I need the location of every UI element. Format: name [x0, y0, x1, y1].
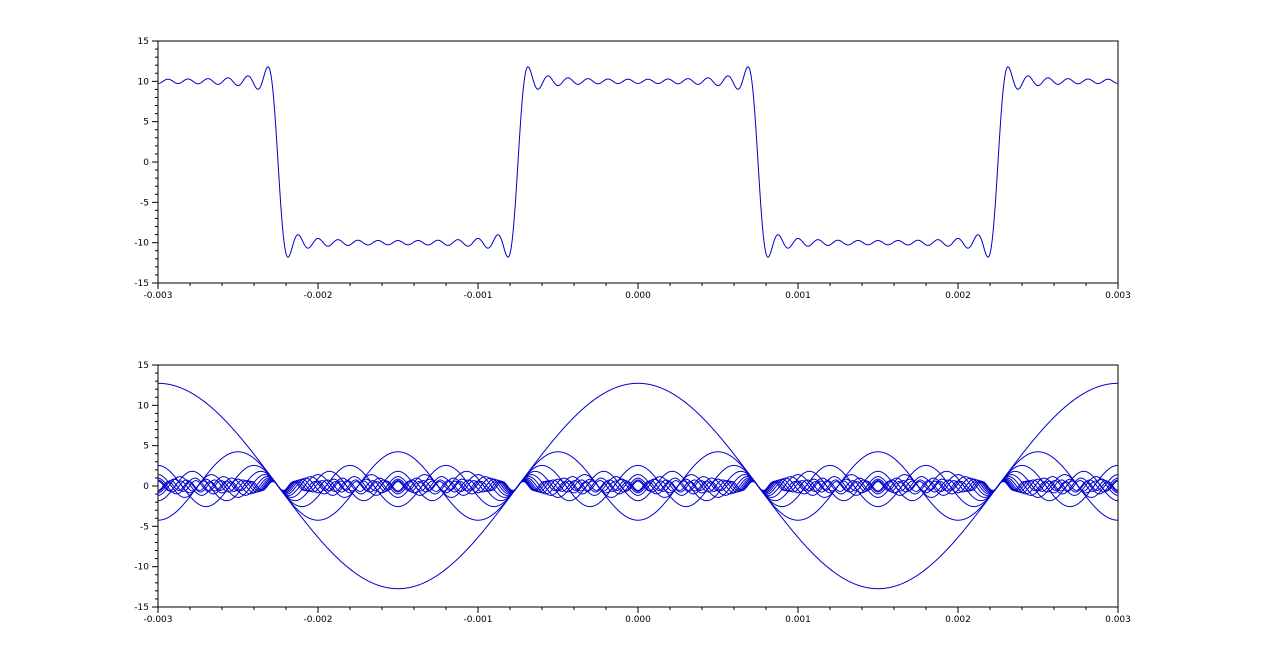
x-tick-label: -0.003 — [143, 291, 172, 301]
harmonic-21-series — [157, 480, 1119, 492]
harmonic-17-series — [157, 479, 1119, 493]
square-wave-series — [157, 66, 1119, 258]
y-tick-label: 15 — [138, 37, 149, 47]
harmonic-1-series — [158, 382, 1118, 590]
y-tick-label: 0 — [143, 158, 149, 168]
y-tick-label: -15 — [134, 603, 149, 613]
y-tick-label: -5 — [140, 198, 149, 208]
x-tick-label: -0.001 — [463, 291, 492, 301]
harmonic-13-series — [157, 477, 1119, 495]
plot-frame — [157, 364, 1119, 608]
x-tick-label: -0.001 — [463, 615, 492, 625]
y-tick-label: 0 — [143, 482, 149, 492]
x-tick-label: -0.003 — [143, 615, 172, 625]
y-tick-label: -10 — [134, 563, 149, 573]
harmonic-9-series — [158, 474, 1118, 498]
harmonic-23-series — [157, 481, 1119, 491]
x-tick-label: 0.002 — [945, 615, 971, 625]
y-tick-label: 10 — [138, 401, 150, 411]
x-tick-label: 0.003 — [1105, 615, 1131, 625]
y-tick-label: 15 — [138, 361, 149, 371]
y-tick-label: -5 — [140, 522, 149, 532]
harmonic-15-series — [157, 478, 1119, 494]
x-tick-label: 0.002 — [945, 291, 971, 301]
harmonic-5-series — [158, 464, 1118, 508]
x-tick-label: 0.000 — [625, 291, 651, 301]
x-tick-label: 0.000 — [625, 615, 651, 625]
y-tick-label: 5 — [143, 442, 149, 452]
harmonic-3-series — [158, 451, 1118, 521]
y-tick-label: 10 — [138, 77, 150, 87]
y-tick-label: -15 — [134, 279, 149, 289]
x-tick-label: -0.002 — [303, 615, 332, 625]
harmonic-7-series — [158, 470, 1118, 502]
harmonics-chart: 15 10 5 0 -5 -10 -15 -0.003 -0.002 -0.001 0.000 0.0… — [134, 361, 1131, 625]
x-tick-label: -0.002 — [303, 291, 332, 301]
y-tick-label: 5 — [143, 118, 149, 128]
y-tick-label: -10 — [134, 239, 149, 249]
square-wave-chart: 15 10 5 0 -5 -10 -15 -0.003 -0.002 -0.001 0.000 0.0… — [134, 37, 1131, 301]
x-tick-label: 0.003 — [1105, 291, 1131, 301]
x-tick-label: 0.001 — [785, 615, 811, 625]
plot-frame — [157, 40, 1119, 284]
x-tick-label: 0.001 — [785, 291, 811, 301]
